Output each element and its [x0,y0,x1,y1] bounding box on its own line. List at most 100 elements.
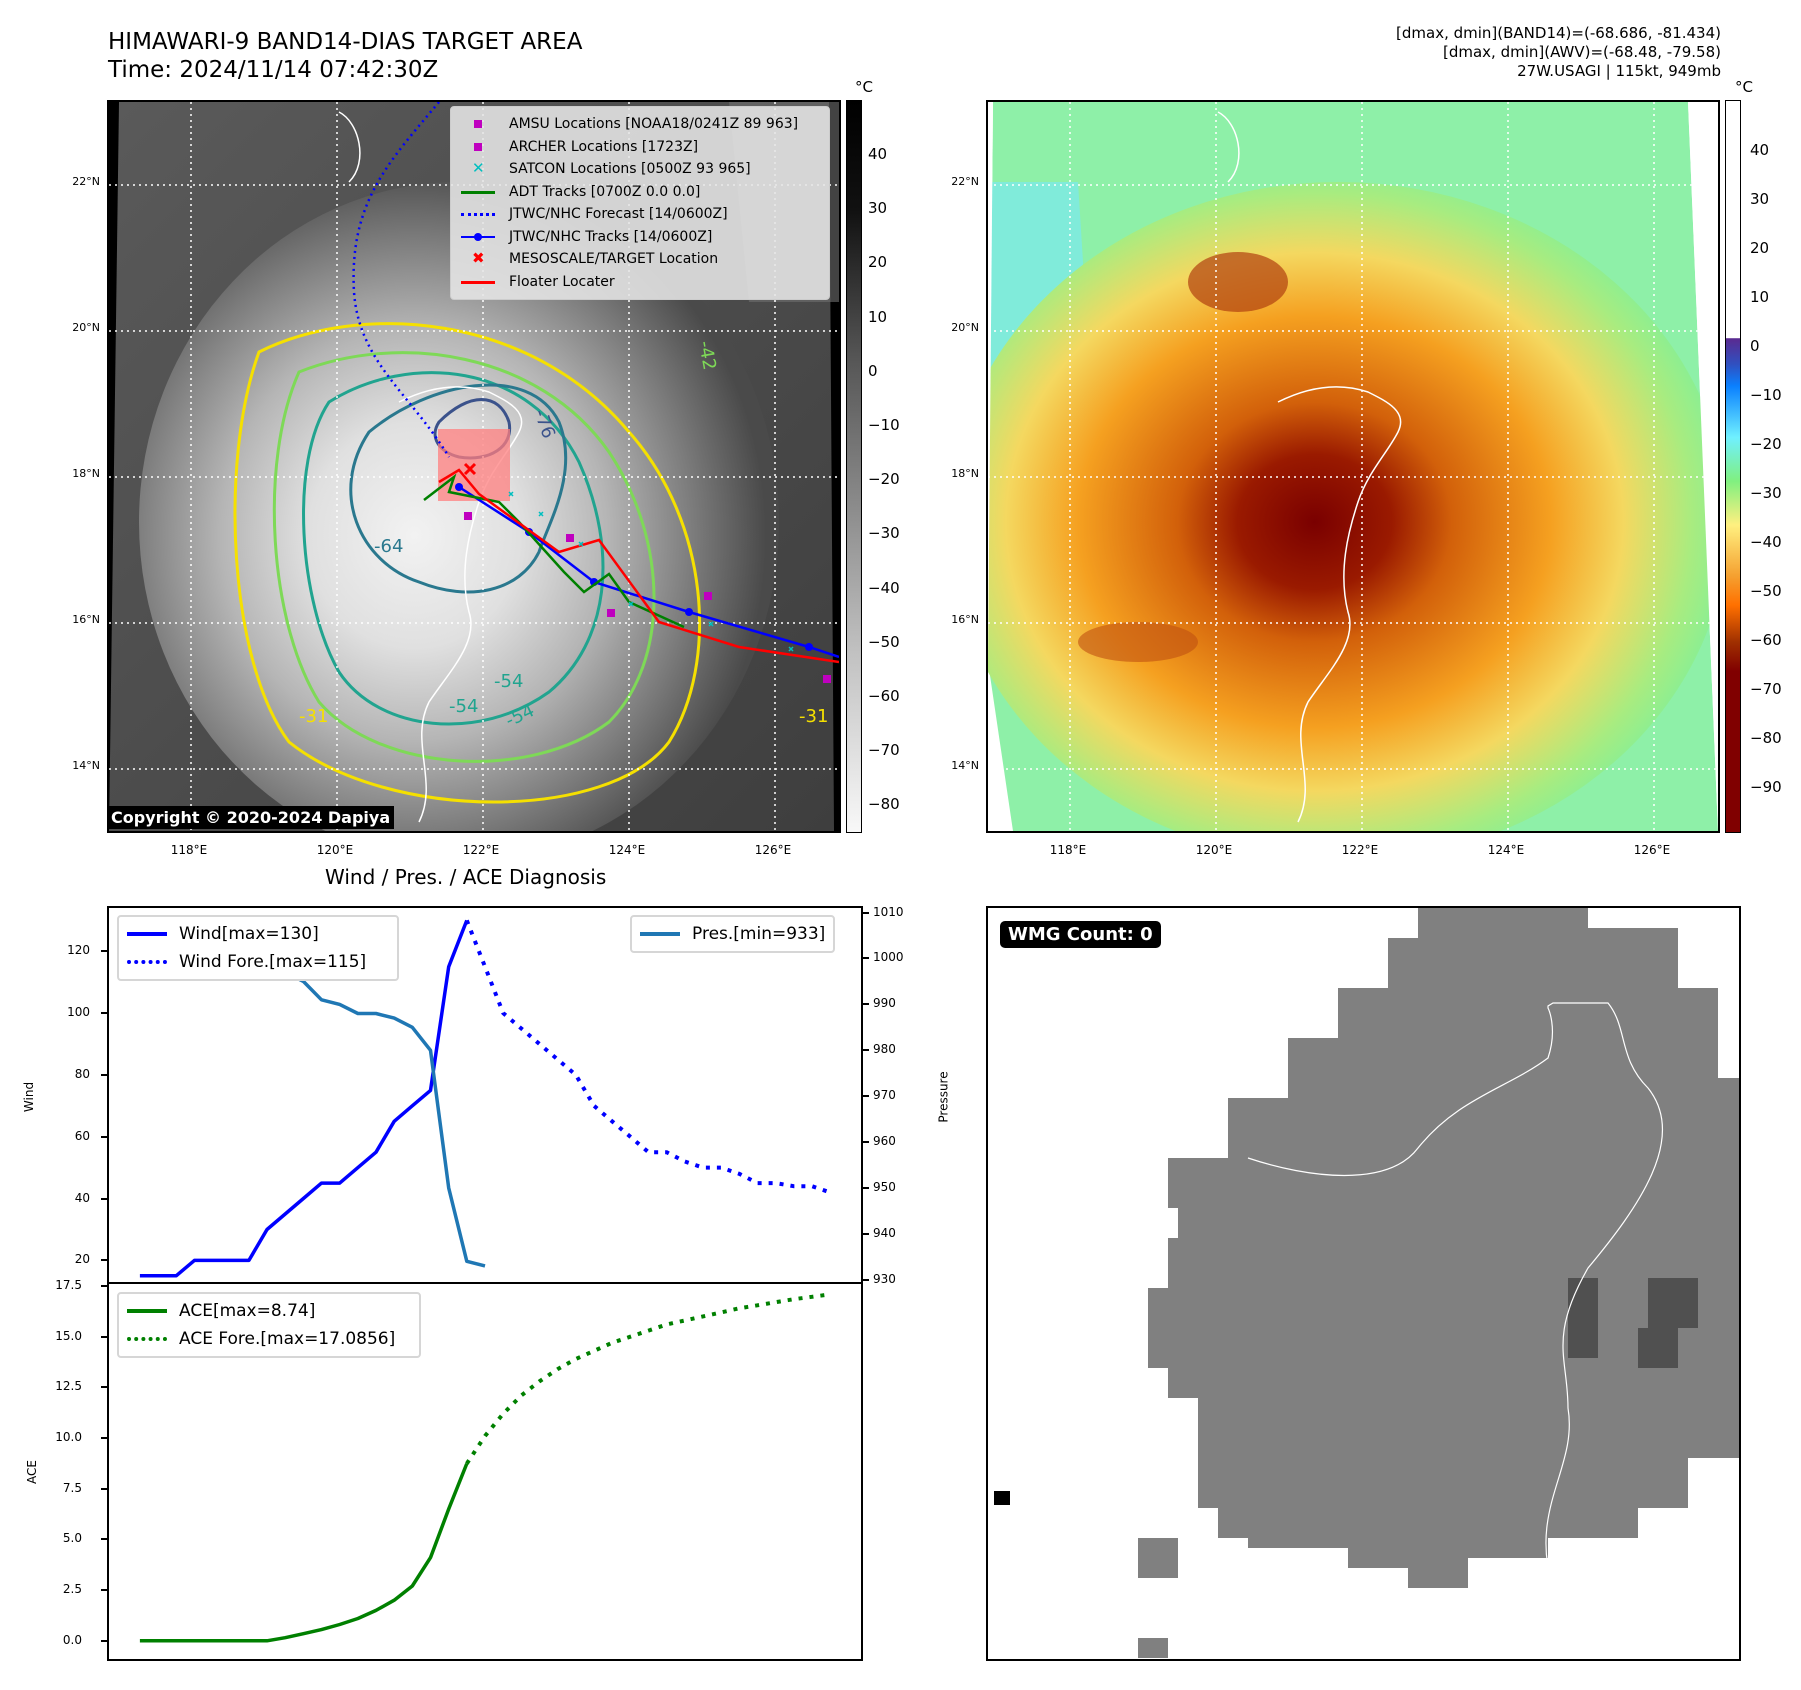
wmg-black-cell [994,1491,1010,1505]
colorbar-tick-label: 40 [1750,141,1770,159]
y-tick-mark [863,1095,869,1098]
nodata-left [988,102,993,662]
wmg-coverage-patch [1138,1538,1178,1578]
legend-item-jtwc-tracks: JTWC/NHC Tracks [14/0600Z] [459,226,821,249]
y-tick-mark [863,1141,869,1144]
stats-band14: [dmax, dmin](BAND14)=(-68.686, -81.434) [1396,24,1721,42]
map-legend: AMSU Locations [NOAA18/0241Z 89 963] ARC… [450,106,830,300]
colorbar-tick-label: −10 [1750,386,1782,404]
square-marker-icon [459,136,497,158]
y-tick-label: 1010 [873,904,904,919]
legend-item-ace-forecast: ACE Fore.[max=17.0856] [127,1325,411,1353]
legend-item-pressure: Pres.[min=933] [640,920,825,948]
wind-axis-label: Wind [22,1081,37,1113]
contour-label: -54 [494,671,523,692]
contour-minus42 [272,351,656,763]
lat-label: 14°N [951,759,979,772]
y-tick-label: 40 [74,1190,90,1205]
y-tick-label: 960 [873,1134,896,1149]
wind-forecast-line [464,919,831,1195]
legend-label: ACE[max=8.74] [179,1301,316,1321]
title-line-1: HIMAWARI-9 BAND14-DIAS TARGET AREA [108,29,583,55]
colorbar-tick-label: −80 [868,795,900,814]
legend-label: AMSU Locations [NOAA18/0241Z 89 963] [509,116,799,132]
solid-line-icon [459,271,497,293]
colorbar-tick-label: 10 [868,307,888,326]
y-tick-label: 5.0 [62,1531,82,1546]
y-tick-mark [101,1197,107,1200]
lon-label: 126°E [1633,843,1671,857]
colorbar-tick-label: −20 [1750,435,1782,453]
legend-label: ARCHER Locations [1723Z] [509,138,699,155]
y-tick-mark [101,950,107,953]
lat-label: 22°N [72,175,100,188]
coastline-taiwan [1217,111,1240,183]
y-tick-label: 970 [873,1088,896,1103]
y-tick-mark [863,1278,869,1281]
contour-minus54 [302,371,605,726]
lon-label: 120°E [316,843,354,857]
solid-line-icon [127,1300,167,1322]
y-tick-label: 80 [74,1066,90,1081]
y-tick-mark [101,1259,107,1262]
awv-colorbar [1725,100,1741,833]
legend-item-wind: Wind[max=130] [127,920,389,948]
lon-label: 122°E [1341,843,1379,857]
y-tick-mark [101,1285,107,1288]
colorbar-tick-label: −60 [1750,631,1782,649]
outflow-band [1188,252,1288,312]
legend-item-target: ✖ MESOSCALE/TARGET Location [459,248,821,271]
awv-map [986,100,1720,833]
colorbar-unit: °C [1735,78,1753,96]
figure-title: HIMAWARI-9 BAND14-DIAS TARGET AREA Time:… [108,28,582,84]
legend-item-amsu: AMSU Locations [NOAA18/0241Z 89 963] [459,113,821,136]
ace-axis-label: ACE [24,1460,39,1484]
y-tick-label: 10.0 [55,1430,82,1445]
diagnosis-title: Wind / Pres. / ACE Diagnosis [325,865,607,889]
legend-label: SATCON Locations [0500Z 93 965] [509,161,751,177]
y-tick-mark [101,1437,107,1440]
colorbar-tick-label: −40 [868,578,900,597]
colorbar-tick-label: 30 [1750,190,1770,208]
nodata-left [109,102,119,831]
colorbar-tick-label: 30 [868,199,888,218]
solid-line-icon [127,923,167,945]
y-tick-label: 7.5 [62,1480,82,1495]
y-tick-label: 2.5 [62,1582,82,1597]
y-tick-label: 60 [74,1128,90,1143]
y-tick-mark [863,957,869,960]
grayscale-colorbar [846,100,862,833]
y-tick-label: 20 [74,1252,90,1267]
contour-minus31 [233,322,702,804]
colorbar-tick-label: −30 [1750,484,1782,502]
y-tick-mark [101,1073,107,1076]
figure-stats: [dmax, dmin](BAND14)=(-68.686, -81.434) … [1396,24,1721,81]
wmg-coverage [1148,908,1739,1588]
y-tick-label: 930 [873,1271,896,1286]
contour-label: -42 [694,339,720,372]
lat-label: 14°N [72,759,100,772]
coastline [1277,386,1402,823]
lat-label: 16°N [951,613,979,626]
lon-label: 118°E [1049,843,1087,857]
y-tick-mark [101,1487,107,1490]
satcon-markers [508,491,794,652]
colorbar-tick-label: −80 [1750,729,1782,747]
storm-cloud-shield [139,182,779,831]
lat-label: 18°N [72,467,100,480]
legend-label: MESOSCALE/TARGET Location [509,251,719,267]
colorbar-tick-label: −50 [1750,582,1782,600]
legend-item-wind-forecast: Wind Fore.[max=115] [127,948,389,976]
y-tick-label: 12.5 [55,1379,82,1394]
y-tick-mark [863,911,869,914]
colorbar-tick-label: −40 [1750,533,1782,551]
stats-awv: [dmax, dmin](AWV)=(-68.48, -79.58) [1442,43,1721,61]
wmg-canvas [994,908,1739,1658]
legend-item-jtwc-forecast: JTWC/NHC Forecast [14/0600Z] [459,203,821,226]
y-tick-mark [101,1538,107,1541]
coastline [1247,1002,1664,1589]
wmg-coverage-patch [1138,1638,1168,1658]
contour-label: -64 [374,536,403,557]
lat-label: 22°N [951,175,979,188]
pressure-legend: Pres.[min=933] [630,915,836,953]
